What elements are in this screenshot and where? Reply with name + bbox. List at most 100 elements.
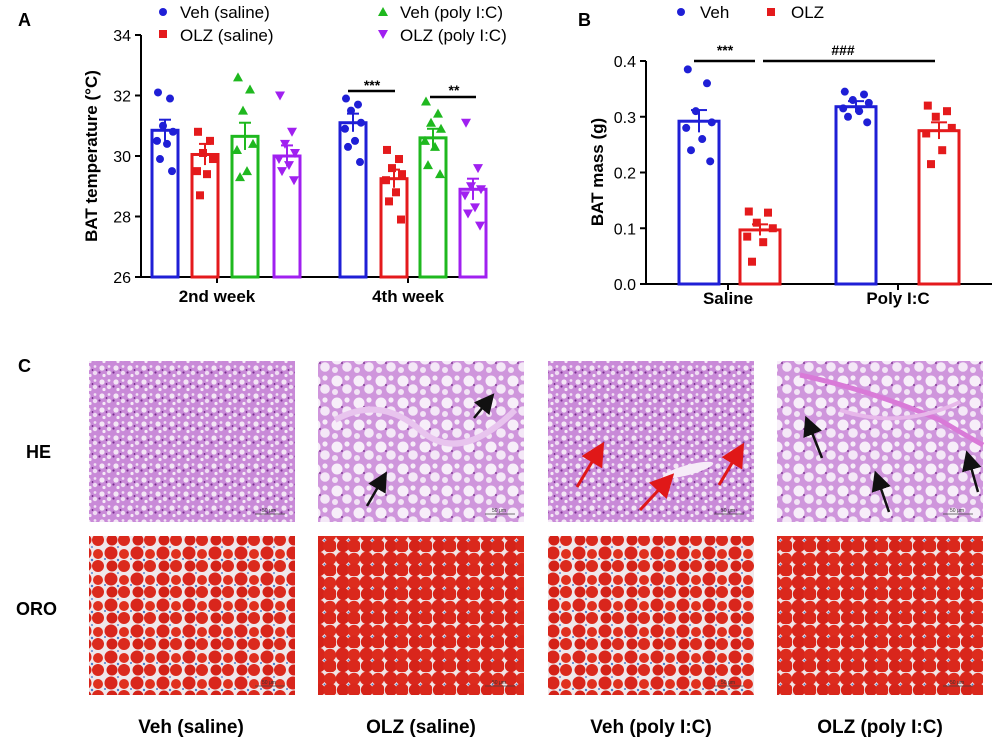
data-point-b bbox=[707, 118, 716, 127]
data-point-a bbox=[347, 106, 355, 115]
y-tick-label-b: 0.4 bbox=[614, 54, 636, 71]
data-point-a bbox=[475, 221, 485, 231]
data-point-a bbox=[163, 139, 171, 148]
panel-letter-b: B bbox=[578, 10, 591, 30]
legend-marker-olz bbox=[767, 8, 775, 16]
data-point-b bbox=[759, 238, 768, 247]
data-point-a bbox=[193, 167, 201, 176]
category-label-2nd-week: 2nd week bbox=[179, 287, 256, 306]
data-point-b bbox=[698, 135, 707, 144]
category-label-saline: Saline bbox=[703, 289, 753, 308]
data-point-a bbox=[398, 170, 406, 179]
data-point-b bbox=[947, 123, 956, 132]
legend-marker-olz-saline bbox=[159, 30, 167, 38]
scale-bar-oro-1: 50 μm bbox=[262, 680, 276, 686]
data-point-b bbox=[922, 129, 931, 138]
data-point-a bbox=[280, 139, 290, 149]
scale-bar-oro-4: 50 μm bbox=[950, 680, 964, 686]
data-point-a bbox=[232, 144, 242, 154]
chart-b: Veh OLZ BAT mass (g) 0.0 0.1 0.2 0.3 0.4 Sal… bbox=[588, 3, 992, 308]
scale-bar-he-1: 50 μm bbox=[262, 508, 276, 514]
legend-label-veh-saline: Veh (saline) bbox=[180, 3, 270, 22]
data-point-a bbox=[420, 135, 430, 145]
he-image-olz-saline: 50 μm bbox=[318, 361, 524, 522]
scale-bar-oro-3: 50 μm bbox=[721, 680, 735, 686]
data-point-a bbox=[194, 127, 202, 136]
data-point-a bbox=[166, 94, 174, 103]
data-point-a bbox=[287, 127, 297, 137]
data-point-a bbox=[233, 72, 243, 82]
significance-a-veh-vs-olz-saline: *** bbox=[364, 77, 381, 93]
arrow-red-3 bbox=[717, 442, 745, 486]
data-point-a bbox=[426, 117, 436, 127]
oro-image-veh-saline: 50 μm bbox=[89, 536, 295, 695]
data-point-a bbox=[476, 185, 486, 195]
data-point-a bbox=[461, 118, 471, 128]
category-label-4th-week: 4th week bbox=[372, 287, 444, 306]
data-point-a bbox=[242, 166, 252, 176]
data-point-a bbox=[203, 170, 211, 179]
data-point-a bbox=[196, 191, 204, 200]
bar-a bbox=[272, 154, 302, 279]
legend-label-olz-polyic: OLZ (poly I:C) bbox=[400, 26, 507, 45]
data-point-a bbox=[433, 108, 443, 118]
he-image-veh-saline: 50 μm bbox=[89, 361, 295, 522]
data-point-a bbox=[284, 161, 294, 171]
data-point-b bbox=[860, 90, 868, 99]
data-point-b bbox=[938, 146, 947, 155]
arrow-black-2 bbox=[473, 393, 495, 419]
data-point-a bbox=[383, 145, 391, 154]
data-point-b bbox=[743, 232, 752, 241]
data-point-a bbox=[357, 118, 365, 127]
data-point-a bbox=[392, 188, 400, 197]
scale-bar-he-2: 50 μm bbox=[492, 508, 506, 514]
data-point-a bbox=[342, 94, 350, 103]
y-tick-label-b: 0.0 bbox=[614, 277, 636, 294]
oro-image-olz-polyic: 50 μm bbox=[777, 536, 983, 695]
data-point-a bbox=[470, 203, 480, 213]
data-point-a bbox=[289, 176, 299, 186]
data-point-a bbox=[421, 96, 431, 106]
significance-b-olz: ### bbox=[831, 42, 855, 58]
arrow-black-3 bbox=[803, 415, 824, 459]
category-label-polyic: Poly I:C bbox=[866, 289, 929, 308]
scale-bar-he-4: 50 μm bbox=[950, 508, 964, 514]
data-point-a bbox=[385, 197, 393, 206]
data-point-b bbox=[687, 146, 695, 155]
oro-image-veh-polyic: 50 μm bbox=[548, 536, 754, 695]
arrow-black-5 bbox=[962, 450, 982, 493]
data-point-b bbox=[863, 118, 872, 127]
he-image-olz-polyic: 50 μm bbox=[777, 361, 985, 522]
column-label-veh-saline: Veh (saline) bbox=[138, 717, 244, 738]
y-tick-label-a: 32 bbox=[113, 89, 131, 106]
column-label-veh-polyic: Veh (poly I:C) bbox=[590, 717, 711, 738]
data-point-a bbox=[290, 148, 300, 158]
data-point-b bbox=[927, 160, 935, 169]
legend-label-olz: OLZ bbox=[791, 3, 824, 22]
data-point-b bbox=[840, 87, 849, 96]
data-point-b bbox=[748, 257, 756, 266]
bar-a bbox=[458, 187, 488, 279]
y-axis-label-a: BAT temperature (°C) bbox=[82, 70, 101, 242]
data-point-a bbox=[463, 209, 473, 219]
legend-marker-veh bbox=[677, 8, 685, 16]
scale-bar-oro-2: 50 μm bbox=[492, 680, 506, 686]
data-point-b bbox=[682, 123, 691, 132]
data-point-a bbox=[199, 148, 207, 157]
data-point-b bbox=[764, 208, 772, 217]
data-point-a bbox=[473, 164, 483, 174]
arrow-red-2 bbox=[638, 473, 675, 512]
chart-a: Veh (saline) OLZ (saline) Veh (poly I:C)… bbox=[82, 3, 507, 306]
column-label-olz-saline: OLZ (saline) bbox=[366, 717, 476, 738]
legend-marker-olz-polyic bbox=[378, 30, 388, 39]
row-label-oro: ORO bbox=[16, 599, 57, 619]
data-point-a bbox=[154, 88, 162, 97]
bar-b bbox=[677, 119, 721, 286]
y-axis-label-b: BAT mass (g) bbox=[588, 118, 607, 226]
data-point-a bbox=[153, 136, 161, 145]
data-point-a bbox=[341, 124, 349, 133]
data-point-a bbox=[460, 191, 470, 201]
data-point-a bbox=[168, 167, 176, 176]
data-point-a bbox=[344, 142, 352, 151]
data-point-b bbox=[943, 107, 951, 116]
